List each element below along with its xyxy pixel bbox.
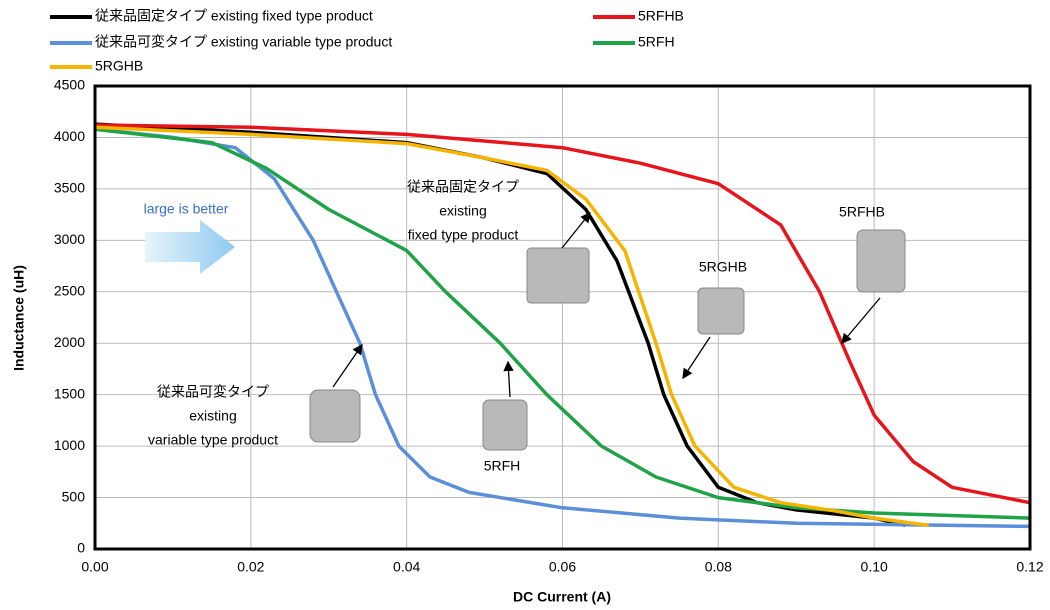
annotation: 従来品固定タイプ xyxy=(407,179,519,195)
pointer-arrow xyxy=(503,360,514,398)
annotation: 5RFHB xyxy=(839,204,885,220)
legend-label: 5RFHB xyxy=(638,8,684,24)
y-tick-label: 4500 xyxy=(54,77,85,93)
pointer-arrow xyxy=(682,336,711,380)
plot-frame xyxy=(93,84,1032,551)
series-line xyxy=(94,123,1031,505)
annotation: existing xyxy=(189,408,236,424)
pointer-arrow xyxy=(561,211,591,249)
x-tick-label: 0.10 xyxy=(861,559,888,575)
y-tick-label: 0 xyxy=(77,540,85,556)
annotation: large is better xyxy=(144,201,229,217)
series-line xyxy=(94,125,929,528)
x-tick-label: 0.00 xyxy=(81,559,108,575)
pointer-arrow xyxy=(841,297,881,344)
annotation: variable type product xyxy=(148,432,278,448)
annotation: 従来品可変タイプ xyxy=(157,384,269,400)
y-tick-label: 1000 xyxy=(54,437,85,453)
y-tick-label: 2000 xyxy=(54,334,85,350)
better-arrow xyxy=(145,220,235,274)
x-axis-title: DC Current (A) xyxy=(513,589,611,605)
product-photo xyxy=(526,247,590,304)
product-photo xyxy=(856,229,906,293)
y-axis-title: Inductance (uH) xyxy=(11,265,27,371)
x-tick-label: 0.12 xyxy=(1016,559,1043,575)
x-tick-label: 0.02 xyxy=(237,559,264,575)
y-tick-label: 500 xyxy=(62,488,86,504)
y-tick-label: 1500 xyxy=(54,385,85,401)
x-tick-label: 0.06 xyxy=(549,559,576,575)
legend-label: 従来品可変タイプ existing variable type product xyxy=(95,34,392,50)
product-photo xyxy=(482,399,528,451)
product-photo xyxy=(697,287,745,335)
legend-label: 5RGHB xyxy=(95,58,143,74)
series-line xyxy=(94,127,1031,520)
annotation: 5RFH xyxy=(484,458,521,474)
x-tick-label: 0.08 xyxy=(705,559,732,575)
annotation: 5RGHB xyxy=(699,259,747,275)
product-photo xyxy=(309,389,361,443)
legend-label: 5RFH xyxy=(638,34,675,50)
pointer-arrow xyxy=(332,343,363,388)
y-tick-label: 4000 xyxy=(54,128,85,144)
legend-label: 従来品固定タイプ existing fixed type product xyxy=(95,8,373,24)
annotation: fixed type product xyxy=(408,227,519,243)
x-tick-label: 0.04 xyxy=(393,559,420,575)
y-tick-label: 3500 xyxy=(54,180,85,196)
annotation: existing xyxy=(439,203,486,219)
y-tick-label: 2500 xyxy=(54,282,85,298)
y-tick-label: 3000 xyxy=(54,231,85,247)
